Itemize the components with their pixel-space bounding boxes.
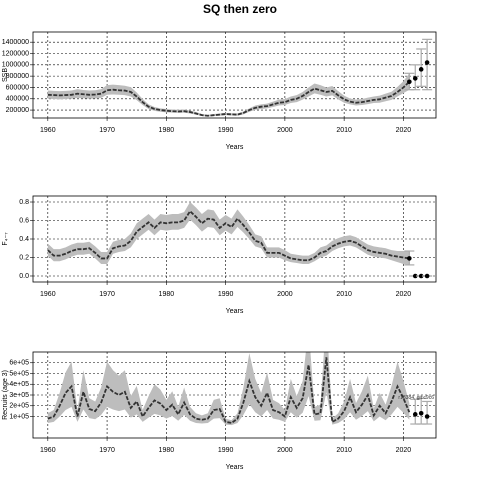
y-tick-label: 0.4	[19, 236, 29, 243]
x-tick-label: 1960	[40, 447, 56, 454]
x-tick-label: 2000	[277, 291, 293, 298]
x-tick-label: 1980	[159, 291, 175, 298]
estimate-line	[47, 81, 410, 117]
y-tick-label: 2e+05	[9, 403, 29, 410]
y-tick-label: 0.0	[19, 273, 29, 280]
projection-point	[412, 412, 418, 417]
x-axis-label: Years	[226, 308, 244, 315]
projection-point	[407, 256, 412, 261]
x-tick-label: 2000	[277, 447, 293, 454]
projection-point	[407, 79, 412, 85]
x-axis-label: Years	[226, 464, 244, 471]
x-tick-label: 2020	[396, 447, 412, 454]
x-tick-label: 1980	[159, 447, 175, 454]
annotation: r18384, git:c9c6	[398, 395, 434, 401]
x-tick-label: 2010	[336, 447, 352, 454]
plot-frame	[32, 31, 437, 119]
y-tick-label: 4e+05	[9, 381, 29, 388]
y-tick-label: 0.8	[19, 199, 29, 206]
x-tick-label: 2000	[277, 127, 293, 134]
x-tick-label: 1970	[99, 291, 115, 298]
x-tick-label: 1990	[218, 127, 234, 134]
figure-title: SQ then zero	[203, 2, 277, 16]
y-tick-label: 200000	[6, 107, 29, 114]
y-tick-label: 1400000	[2, 39, 29, 46]
confidence-band	[47, 202, 410, 265]
y-axis-label: SSB	[2, 68, 9, 82]
y-tick-label: 600000	[6, 84, 29, 91]
x-tick-label: 1990	[218, 291, 234, 298]
estimate-line	[47, 209, 410, 262]
plot-frame	[32, 195, 437, 283]
projection-point	[424, 273, 430, 279]
y-tick-label: 6e+05	[9, 360, 29, 367]
x-tick-label: 2010	[336, 127, 352, 134]
x-tick-label: 1960	[40, 127, 56, 134]
y-tick-label: 400000	[6, 96, 29, 103]
x-tick-label: 1990	[218, 447, 234, 454]
y-tick-label: 1e+05	[9, 413, 29, 420]
panel: 1960 1970 1980 1990 2000 2010 2020 1e+05 2e+05 3e…	[2, 351, 437, 471]
projection-point	[418, 67, 424, 72]
projection-point	[418, 273, 424, 279]
y-tick-label: 800000	[6, 73, 29, 80]
projection-point	[412, 76, 418, 81]
projection-point	[418, 410, 424, 416]
x-tick-label: 1970	[99, 447, 115, 454]
x-tick-label: 2010	[336, 291, 352, 298]
y-tick-label: 1200000	[2, 50, 29, 57]
x-tick-label: 1970	[99, 127, 115, 134]
confidence-band	[47, 352, 410, 426]
x-tick-label: 2020	[396, 127, 412, 134]
x-tick-label: 1960	[40, 291, 56, 298]
panel: 1960 1970 1980 1990 2000 2010 2020 200000 400000…	[2, 31, 437, 151]
y-tick-label: 1000000	[2, 62, 29, 69]
projection-point	[424, 60, 430, 65]
y-tick-label: 5e+05	[9, 370, 29, 377]
estimate-line	[47, 357, 411, 424]
x-tick-label: 1980	[159, 127, 175, 134]
x-tick-label: 2020	[396, 291, 412, 298]
projection-point	[412, 273, 418, 279]
y-tick-label: 0.6	[19, 217, 29, 224]
x-axis-label: Years	[226, 144, 244, 151]
y-tick-label: 0.2	[19, 254, 29, 261]
projection-point	[424, 414, 430, 419]
y-axis-label: F₄₋₇	[2, 232, 9, 246]
y-tick-label: 3e+05	[9, 392, 29, 399]
panel: 1960 1970 1980 1990 2000 2010 2020 0.0 0.2 0.4 0.6…	[2, 195, 437, 315]
y-axis-label: Recruits (age 3)	[2, 370, 9, 420]
plot-frame	[32, 351, 437, 439]
